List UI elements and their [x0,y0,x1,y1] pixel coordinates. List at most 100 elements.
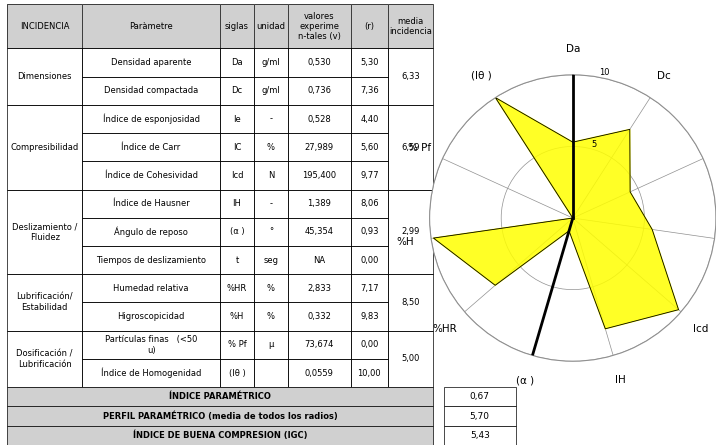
Text: Índice de Homogenidad: Índice de Homogenidad [101,368,201,378]
Text: 0,0559: 0,0559 [305,368,334,377]
Bar [7,190,82,274]
Bar [254,49,288,77]
Text: 0,736: 0,736 [307,86,332,95]
Bar [220,162,254,190]
Bar [82,4,220,49]
Text: IH: IH [233,199,241,208]
Bar [444,426,516,445]
Bar [288,218,351,246]
Bar [351,4,388,49]
Bar [254,133,288,162]
Text: 6,33: 6,33 [401,72,420,81]
Text: 5: 5 [591,140,597,149]
Bar [351,331,388,359]
Text: 2,833: 2,833 [307,284,332,293]
Text: Índice de esponjosidad: Índice de esponjosidad [102,114,200,124]
Text: 2,99: 2,99 [402,227,420,236]
Bar [444,406,516,426]
Text: media
incidencia: media incidencia [390,17,432,36]
Text: 4,40: 4,40 [360,114,379,124]
Text: °: ° [269,227,273,236]
Text: 5,43: 5,43 [470,431,490,440]
Bar [288,331,351,359]
Text: Dosificación /
Lubrificación: Dosificación / Lubrificación [16,349,73,368]
Bar [254,190,288,218]
Text: unidad: unidad [256,22,286,31]
Text: 0,530: 0,530 [307,58,332,67]
Bar [351,246,388,274]
Bar [7,4,82,49]
Text: Deslizamiento /
Fluidez: Deslizamiento / Fluidez [12,222,77,242]
Text: seg: seg [263,255,279,265]
Bar [7,331,82,387]
Text: g/ml: g/ml [261,58,281,67]
Bar [351,77,388,105]
Bar [288,303,351,331]
Text: 5,70: 5,70 [470,412,490,421]
Bar [351,4,388,49]
Text: g/ml: g/ml [261,86,281,95]
Bar [254,218,288,246]
Bar [7,49,82,105]
Text: 27,989: 27,989 [305,143,334,152]
Bar [254,162,288,190]
Bar [82,105,220,133]
Bar [82,162,220,190]
Bar [82,246,220,274]
Text: 5,60: 5,60 [360,143,379,152]
Text: INCIDENCIA: INCIDENCIA [20,22,69,31]
Bar [254,105,288,133]
Bar [220,105,254,133]
Text: μ: μ [268,340,274,349]
Bar [388,4,433,49]
Text: Compresibilidad: Compresibilidad [11,143,79,152]
Text: 8,50: 8,50 [402,298,420,307]
Bar [288,274,351,303]
Text: Índice de Hausner: Índice de Hausner [112,199,190,208]
Text: Índice de Cohesividad: Índice de Cohesividad [105,171,198,180]
Text: 0,332: 0,332 [307,312,332,321]
Bar [351,303,388,331]
Bar [351,359,388,387]
Text: 9,77: 9,77 [360,171,379,180]
Text: 10,00: 10,00 [357,368,381,377]
Bar [7,4,82,49]
Text: 45,354: 45,354 [305,227,334,236]
Text: Densidad compactada: Densidad compactada [104,86,198,95]
Text: 0,93: 0,93 [360,227,379,236]
Text: Humedad relativa: Humedad relativa [113,284,189,293]
Text: 0,528: 0,528 [307,114,332,124]
Bar [288,359,351,387]
Text: Dimensiones: Dimensiones [17,72,72,81]
Text: -: - [269,199,273,208]
Bar [220,190,254,218]
Text: Ie: Ie [233,114,241,124]
Bar [220,303,254,331]
Text: Lubrificación/
Estabilidad: Lubrificación/ Estabilidad [16,293,73,312]
Text: %: % [267,284,275,293]
Text: (r): (r) [364,22,374,31]
Text: 6,59: 6,59 [402,143,420,152]
Bar [220,4,254,49]
Bar [220,331,254,359]
Text: (Iθ ): (Iθ ) [228,368,246,377]
Bar [82,331,220,359]
Bar [288,105,351,133]
Bar [351,218,388,246]
Text: 7,36: 7,36 [360,86,379,95]
Polygon shape [433,97,679,329]
Text: 0,67: 0,67 [470,392,490,401]
Bar [388,274,433,331]
Bar [82,77,220,105]
Text: Ángulo de reposo: Ángulo de reposo [114,227,188,237]
Text: % Pf: % Pf [407,143,430,153]
Bar [288,4,351,49]
Text: Índice de Carr: Índice de Carr [122,143,180,152]
Bar [444,387,516,406]
Bar [220,274,254,303]
Bar [288,133,351,162]
Text: Da: Da [566,44,580,54]
Bar [220,77,254,105]
Text: %: % [267,143,275,152]
Text: Dc: Dc [657,71,671,81]
